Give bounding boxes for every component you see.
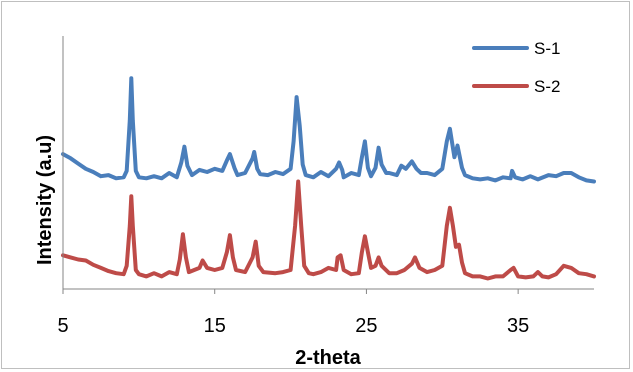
legend-label-s-2: S-2 bbox=[534, 77, 560, 96]
x-tick-label: 25 bbox=[355, 315, 377, 337]
x-tick-label: 15 bbox=[204, 315, 226, 337]
x-tick-label: 35 bbox=[507, 315, 529, 337]
legend-label-s-1: S-1 bbox=[534, 39, 560, 58]
series-line-s-2 bbox=[61, 179, 596, 281]
series-layer bbox=[61, 76, 596, 281]
legend: S-1 S-2 bbox=[472, 39, 560, 96]
axes-layer bbox=[62, 36, 594, 290]
ticks-layer: 5 15 25 35 bbox=[57, 289, 529, 337]
y-axis-title: Intensity (a.u) bbox=[34, 135, 56, 265]
x-tick-label: 5 bbox=[57, 315, 68, 337]
x-axis-title: 2-theta bbox=[295, 347, 361, 369]
series-line-s-1 bbox=[61, 76, 596, 184]
